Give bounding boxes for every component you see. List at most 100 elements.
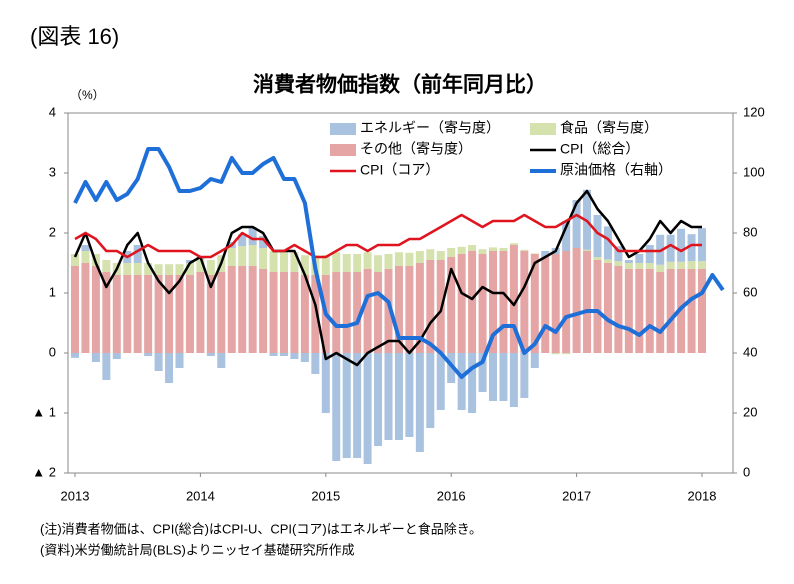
bar [468,245,477,251]
bar [603,259,612,263]
bar [269,272,278,353]
bar [102,260,111,272]
bar [332,252,341,272]
y-tick-label: 1 [49,284,56,299]
legend-label: CPI（コア） [360,162,439,178]
bar [259,269,268,353]
bar [81,251,90,263]
bar [635,269,644,353]
bar [175,275,184,353]
bar [687,269,696,353]
bar [206,275,215,353]
y2-tick-label: 20 [743,404,757,419]
x-tick-label: 2018 [688,488,717,503]
bar [530,253,539,254]
bar [154,275,163,353]
bar [394,252,403,266]
bar [415,251,424,263]
bar [426,260,435,353]
bar [217,272,226,353]
bar [614,261,623,266]
bar [687,261,696,269]
bar [363,252,372,269]
legend-label: CPI（総合） [560,141,639,157]
bar [509,353,518,407]
bar [81,245,90,251]
bar [196,258,205,272]
legend-label: 原油価格（右軸） [560,162,672,178]
note: (注)消費者物価は、CPI(総合)はCPI-U、CPI(コア)はエネルギーと食品… [40,521,482,536]
bar [300,353,309,362]
bar [290,272,299,353]
bar [520,249,529,251]
figure-label: (図表 16) [30,24,119,49]
bar [71,266,79,353]
bar [133,275,142,353]
bar [248,227,257,245]
bar [269,353,278,356]
y2-tick-label: 40 [743,344,757,359]
bar [102,353,111,380]
y2-tick-label: 100 [743,164,765,179]
bar [666,261,675,269]
bar [248,245,257,266]
bar [656,264,665,272]
bar [645,269,654,353]
bar [426,249,435,260]
bar [405,353,414,437]
bar [217,353,226,368]
bar [144,353,153,356]
bar [530,353,539,368]
bar [489,247,497,251]
bar [698,269,706,353]
bar [374,255,383,272]
bar [509,245,518,353]
bar [332,353,341,461]
bar [290,353,299,359]
bar [154,264,163,275]
legend-swatch [330,144,356,156]
bar [583,251,592,353]
bar [635,254,644,263]
bar [300,275,309,353]
bar [457,246,466,254]
bar [238,246,247,266]
bar [478,254,487,353]
bar [478,353,487,392]
bar [374,353,383,446]
bar [280,272,288,353]
bar [405,252,414,266]
bar [698,261,706,269]
legend-swatch [330,123,356,135]
y2-tick-label: 60 [743,284,757,299]
bar [248,266,257,353]
bar [71,353,79,358]
bar [154,353,163,371]
bar [185,275,194,353]
bar [321,353,330,413]
bar [185,260,194,263]
bar [603,263,612,353]
bar [562,251,571,353]
bar [280,353,288,356]
bar [175,264,184,275]
bar [91,266,100,353]
bar [280,252,288,272]
bar [624,260,633,263]
bar [666,269,675,353]
bar [259,236,268,248]
bar [206,260,215,275]
bar [436,251,445,260]
bar [562,353,571,355]
y-tick-label: 2 [49,224,56,239]
chart-title: 消費者物価指数（前年同月比） [253,73,547,97]
y-unit: （%） [70,88,105,102]
bar [259,248,268,269]
bar [384,254,393,269]
line [73,189,702,367]
bar [593,260,602,353]
bar [311,353,320,374]
y2-tick-label: 80 [743,224,757,239]
bar [206,353,215,356]
